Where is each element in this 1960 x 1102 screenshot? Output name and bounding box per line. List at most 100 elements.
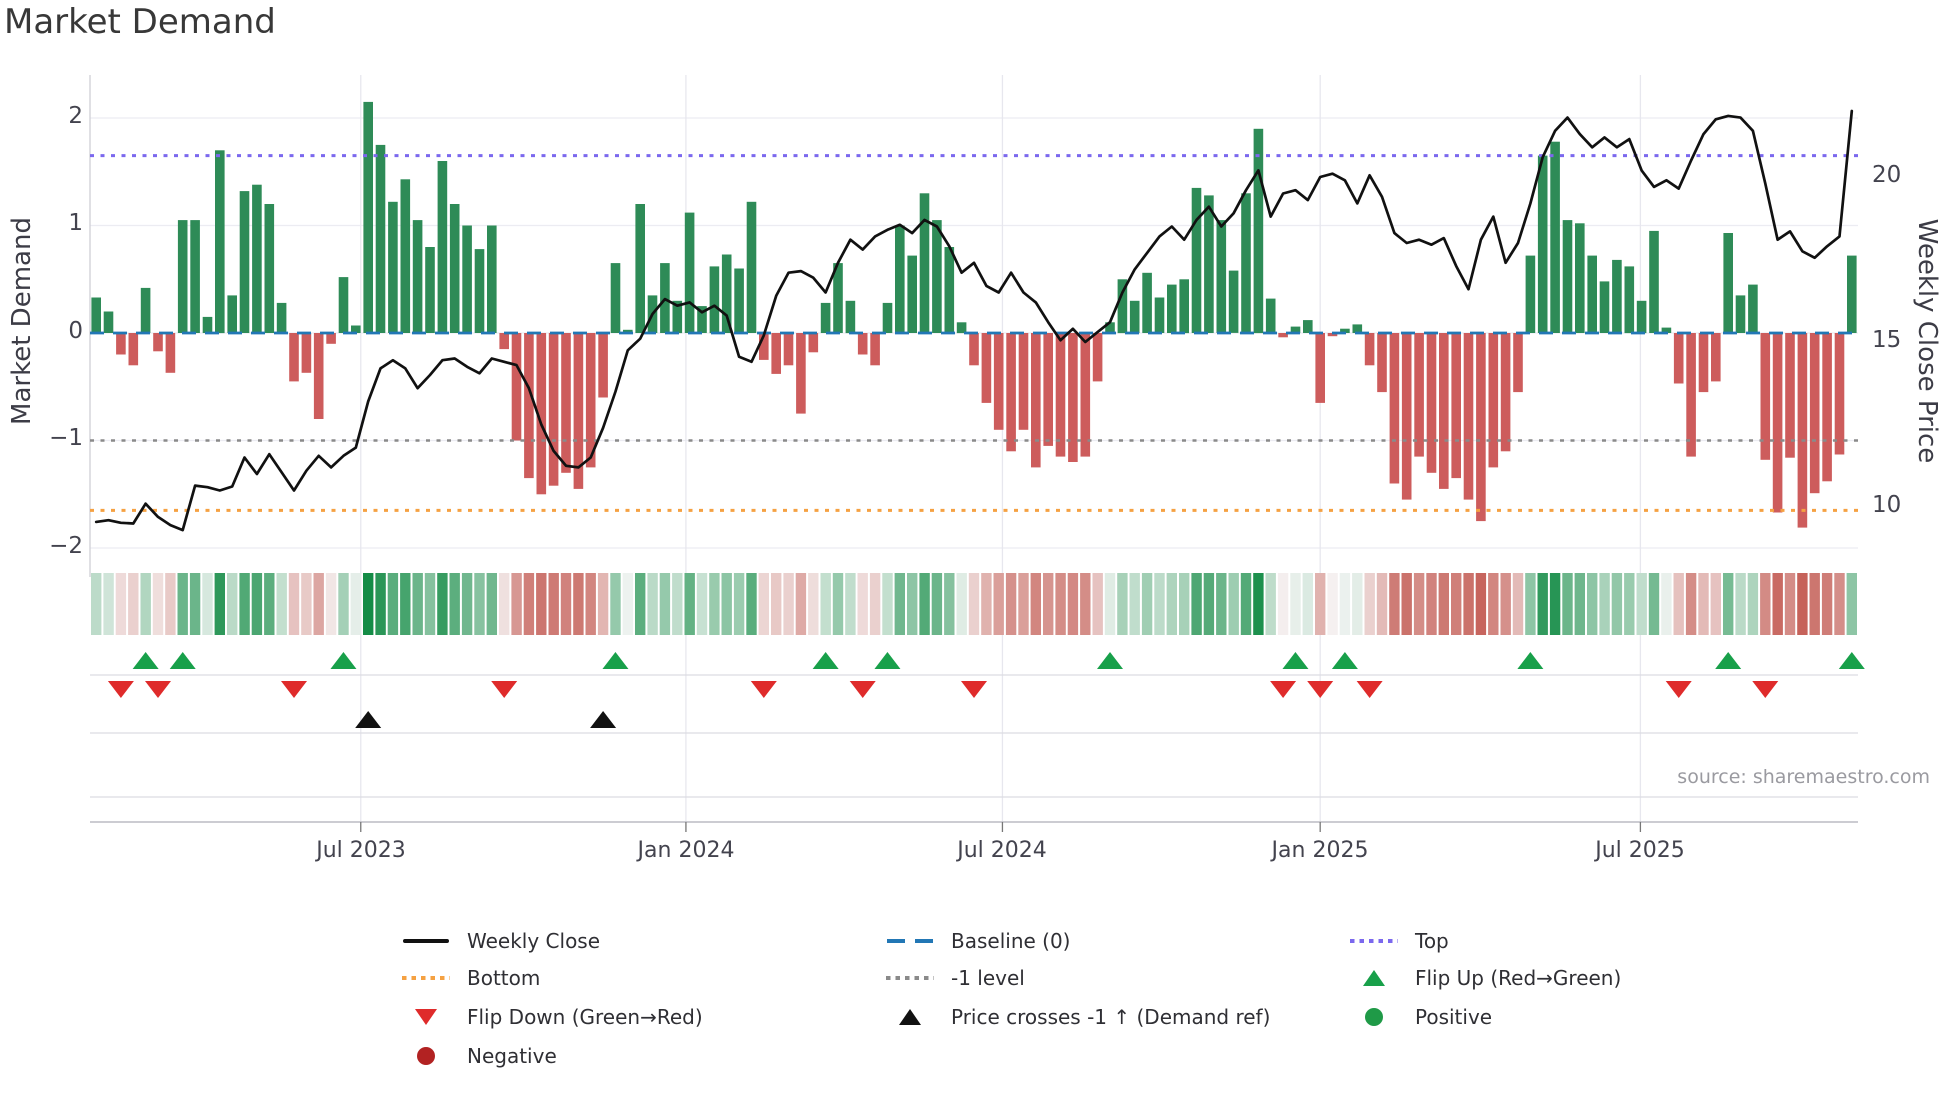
heatmap-cell: [783, 573, 794, 635]
heatmap-cell: [993, 573, 1004, 635]
heatmap-cell: [325, 573, 337, 635]
right-tick-10: 10: [1872, 492, 1902, 518]
demand-bar-positive: [425, 247, 435, 333]
heatmap-cell: [672, 573, 683, 635]
demand-bar-negative: [585, 333, 596, 468]
demand-bar-positive: [895, 225, 905, 333]
heatmap-cell: [1166, 573, 1177, 635]
heatmap-cell: [363, 573, 374, 635]
legend-item-flip-down: Flip Down (Green→Red): [394, 1002, 703, 1032]
heatmap-cell: [511, 573, 522, 635]
heatmap-cell: [338, 573, 349, 635]
heatmap-cell: [1846, 573, 1857, 635]
heatmap-cell: [1413, 573, 1425, 635]
heatmap-cell: [1302, 573, 1313, 635]
price-line: [94, 109, 1854, 532]
demand-bar-positive: [833, 263, 843, 333]
left-tick-1: 1: [68, 210, 83, 236]
demand-bar-positive: [338, 277, 349, 333]
demand-bar-positive: [239, 191, 250, 333]
demand-bar-negative: [1327, 333, 1338, 337]
demand-bar-negative: [1772, 333, 1783, 513]
heatmap-cell: [1475, 573, 1487, 635]
price-cross-markers: [355, 711, 617, 728]
flip-up-marker: [1097, 652, 1123, 669]
demand-bar-negative: [1006, 333, 1016, 452]
demand-bar-positive: [1253, 128, 1264, 334]
heatmap-cell: [1376, 573, 1388, 635]
demand-bar-negative: [1043, 333, 1053, 446]
demand-bar-positive: [215, 150, 225, 334]
demand-bar-positive: [177, 220, 188, 333]
demand-bar-negative: [289, 333, 299, 382]
heatmap-cell: [622, 573, 633, 635]
legend-item-bottom: Bottom: [394, 963, 540, 993]
heatmap-cell: [177, 573, 188, 635]
demand-bar-positive: [1265, 298, 1276, 333]
demand-bar-positive: [474, 249, 485, 333]
demand-bar-positive: [919, 193, 930, 334]
demand-bar-positive: [351, 325, 361, 333]
demand-bar-positive: [202, 316, 213, 333]
demand-bar-negative: [1488, 333, 1499, 468]
legend-item-top: Top: [1342, 926, 1449, 956]
left-tick-m1: −1: [49, 425, 83, 451]
demand-bar-positive: [1612, 259, 1622, 333]
demand-bar-negative: [1451, 333, 1461, 479]
heatmap-cell: [968, 573, 980, 635]
flip-down-marker: [750, 681, 777, 698]
demand-bar-positive: [363, 101, 373, 334]
demand-bar-positive: [1352, 324, 1363, 333]
heatmap-cell: [1611, 573, 1623, 635]
heatmap-cell: [103, 573, 114, 635]
flip-down-triangle-icon: [394, 1004, 458, 1030]
demand-bar-positive: [721, 254, 732, 333]
heatmap-cell: [635, 573, 646, 635]
demand-bar-positive: [1340, 328, 1350, 333]
flip-up-marker: [812, 652, 839, 669]
heatmap-cell: [573, 573, 584, 635]
heatmap-cell: [721, 573, 732, 635]
heatmap-cell: [1364, 573, 1375, 635]
demand-heatmap: [91, 573, 1857, 635]
heatmap-cell: [437, 573, 448, 635]
demand-bar-positive: [1550, 141, 1560, 333]
demand-bar-negative: [301, 333, 312, 373]
legend-label: Flip Up (Red→Green): [1415, 966, 1622, 990]
demand-bar-negative: [1686, 333, 1696, 457]
flip-down-marker: [107, 681, 134, 698]
heatmap-cell: [115, 573, 127, 635]
heatmap-cell: [276, 573, 287, 635]
demand-bar-positive: [1191, 187, 1202, 333]
demand-bar-positive: [684, 212, 695, 333]
demand-bar-negative: [1414, 333, 1424, 457]
heatmap-cell: [1191, 573, 1202, 635]
left-tick-2: 2: [68, 103, 83, 129]
demand-bar-positive: [1204, 195, 1214, 333]
heatmap-cell: [1426, 573, 1437, 635]
heatmap-cell: [140, 573, 151, 635]
source-text: source: sharemaestro.com: [1677, 766, 1930, 788]
demand-bar-positive: [1624, 266, 1635, 334]
heatmap-cell: [758, 573, 769, 635]
flip-down-marker: [1270, 681, 1297, 698]
heatmap-cell: [1710, 573, 1721, 635]
page-title: Market Demand: [4, 2, 276, 42]
heatmap-cell: [449, 573, 460, 635]
legend-label: Weekly Close: [467, 929, 601, 953]
heatmap-cell: [1735, 573, 1746, 635]
heatmap-cell: [1512, 573, 1524, 635]
demand-bar-positive: [227, 295, 237, 333]
demand-bar-negative: [499, 333, 509, 350]
legend-item-minus1-level: -1 level: [878, 963, 1025, 993]
demand-bar-negative: [326, 333, 336, 344]
demand-bar-negative: [1389, 333, 1400, 484]
flip-up-marker: [132, 652, 159, 669]
demand-bar-negative: [1018, 333, 1029, 430]
heatmap-cell: [1698, 573, 1709, 635]
legend-label: Positive: [1415, 1005, 1493, 1029]
demand-bar-negative: [548, 333, 559, 486]
flip-up-marker: [874, 652, 901, 669]
heatmap-cell: [424, 573, 436, 635]
